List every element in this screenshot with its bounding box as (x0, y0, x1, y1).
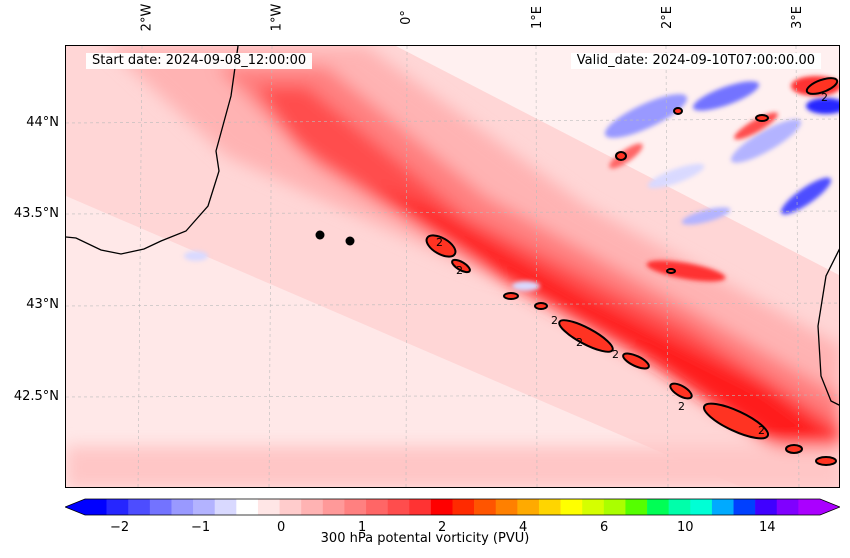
colorbar-tick: 1 (358, 520, 367, 535)
lat-label-44n: 44°N (26, 115, 59, 130)
colorbar-swatch (711, 499, 734, 515)
colorbar-swatch (690, 499, 713, 515)
colorbar-tick: 14 (759, 520, 776, 535)
colorbar-swatch (538, 499, 561, 515)
contour-label: 2 (612, 348, 619, 361)
colorbar-swatch (387, 499, 410, 515)
colorbar-swatch (582, 499, 605, 515)
colorbar-swatch (214, 499, 237, 515)
blue-eddies (184, 81, 839, 291)
colorbar-swatch (733, 499, 756, 515)
colorbar-swatch (193, 499, 216, 515)
lon-label-1w: 1°W (269, 3, 285, 32)
gridlines (66, 46, 839, 487)
lon-label-1e: 1°E (530, 6, 545, 29)
colorbar-title: 300 hPa potental vorticity (PVU) (320, 531, 530, 546)
pv-contour (425, 77, 839, 466)
colorbar-swatch (647, 499, 669, 515)
colorbar-swatch (279, 499, 302, 515)
colorbar-swatch (257, 499, 280, 515)
lon-label-0: 0° (398, 10, 414, 25)
lon-label-3e: 3°E (790, 6, 805, 29)
colorbar-tick: 6 (600, 520, 609, 535)
lat-label-42-5n: 42.5°N (13, 389, 59, 404)
colorbar-swatch (755, 499, 778, 515)
colorbar-swatch (171, 499, 194, 515)
contour-label: 2 (821, 91, 828, 104)
colorbar-tick: −1 (191, 520, 211, 535)
colorbar-swatch (128, 499, 151, 515)
contour-label: 2 (678, 400, 685, 413)
contour-label: 2 (576, 336, 583, 349)
vorticity-band (66, 46, 839, 487)
coastline (66, 46, 839, 406)
colorbar-extend-high (820, 499, 840, 515)
colorbar-tick: 4 (519, 520, 528, 535)
lon-label-2w: 2°W (139, 3, 155, 32)
colorbar (65, 498, 840, 516)
colorbar-swatch (366, 499, 388, 515)
map-canvas: 2 2 2 2 2 2 2 2 (66, 46, 839, 487)
colorbar-swatch (668, 499, 691, 515)
colorbar-swatch (517, 499, 540, 515)
colorbar-swatch (106, 499, 129, 515)
contour-label: 2 (758, 424, 765, 437)
colorbar-tick: −2 (110, 520, 130, 535)
contour-label: 2 (456, 264, 463, 277)
colorbar-tick: 2 (438, 520, 447, 535)
colorbar-tick: 10 (677, 520, 694, 535)
colorbar-swatch (495, 499, 518, 515)
colorbar-extend-low (65, 499, 85, 515)
colorbar-swatch (85, 499, 107, 515)
lat-label-43n: 43°N (26, 297, 59, 312)
colorbar-outline (65, 498, 840, 516)
colorbar-swatch (430, 499, 453, 515)
colorbar-swatch (344, 499, 367, 515)
colorbar-swatch (236, 499, 259, 515)
colorbar-swatch (798, 499, 821, 515)
colorbar-tick: 0 (277, 520, 286, 535)
contour-label: 2 (436, 236, 443, 249)
pv-map: 2 2 2 2 2 2 2 2 Start date: 2024-09-08_1… (65, 45, 840, 488)
station-marker[interactable] (315, 230, 325, 240)
colorbar-swatch (301, 499, 324, 515)
valid-date-label: Valid_date: 2024-09-10T07:00:00.00 (570, 53, 821, 69)
colorbar-swatch (560, 499, 583, 515)
colorbar-swatch (149, 499, 172, 515)
colorbar-swatch (603, 499, 626, 515)
station-marker[interactable] (345, 236, 355, 246)
contour-label: 2 (551, 314, 558, 327)
colorbar-swatch (452, 499, 475, 515)
colorbar-swatch (776, 499, 799, 515)
lat-label-43-5n: 43.5°N (13, 206, 59, 221)
lon-label-2e: 2°E (660, 6, 675, 29)
colorbar-swatch (409, 499, 432, 515)
colorbar-swatch (625, 499, 648, 515)
start-date-label: Start date: 2024-09-08_12:00:00 (86, 53, 313, 69)
colorbar-swatch (474, 499, 497, 515)
colorbar-swatch (322, 499, 345, 515)
